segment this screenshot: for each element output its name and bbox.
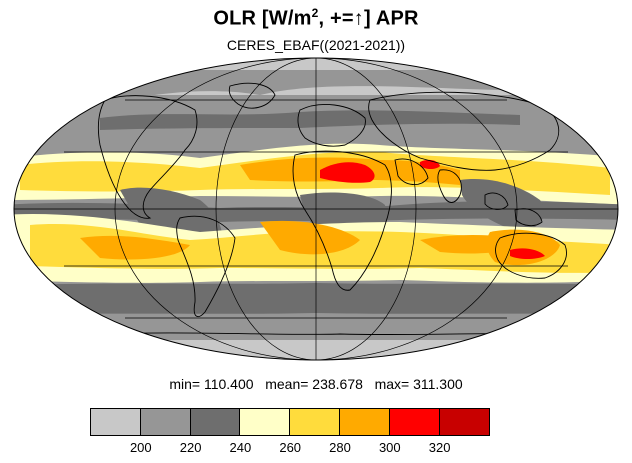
colorbar-segment	[190, 409, 241, 435]
title-superscript: 2	[311, 6, 319, 20]
colorbar-tick-label: 320	[428, 440, 451, 455]
colorbar-segment	[389, 409, 440, 435]
colorbar-labels: 200 220 240 260 280 300 320	[0, 440, 632, 458]
colorbar-tick-label: 200	[129, 440, 152, 455]
colorbar-segment	[339, 409, 390, 435]
colorbar-tick-label: 240	[229, 440, 252, 455]
colorbar-tick-label: 280	[329, 440, 351, 455]
title-suffix: , +=↑] APR	[318, 7, 419, 30]
colorbar-segment	[91, 409, 141, 435]
colorbar-segment	[240, 409, 291, 435]
map-subtitle: CERES_EBAF((2021-2021))	[226, 37, 406, 53]
title-prefix: OLR [W/m	[213, 7, 312, 30]
map-title: OLR [W/m2, +=↑] APR	[0, 6, 632, 31]
stats-line: min= 110.400 mean= 238.678 max= 311.300	[169, 376, 463, 392]
graticule	[13, 57, 619, 361]
colorbar-segment	[290, 409, 340, 435]
colorbar	[90, 408, 491, 436]
coastlines	[79, 82, 567, 336]
colorbar-tick-label: 220	[179, 440, 202, 455]
colorbar-tick-label: 260	[279, 440, 302, 455]
colorbar-segment	[439, 409, 490, 435]
colorbar-segment	[140, 409, 191, 435]
colorbar-tick-label: 300	[378, 440, 401, 455]
